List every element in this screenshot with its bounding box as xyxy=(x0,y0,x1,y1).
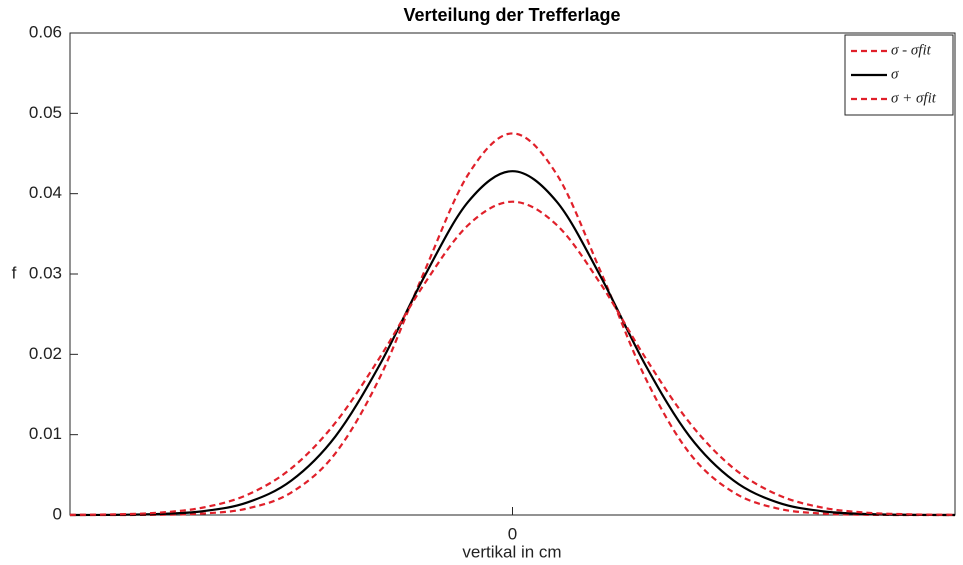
y-tick-label: 0.01 xyxy=(29,424,62,443)
y-tick-label: 0.06 xyxy=(29,22,62,41)
legend-label: σ + σfit xyxy=(891,90,937,106)
y-tick-label: 0 xyxy=(53,504,62,523)
series-line xyxy=(69,200,956,516)
y-tick-label: 0.04 xyxy=(29,183,62,202)
legend: σ - σfit σ σ + σfit xyxy=(844,34,954,116)
legend-label: σ xyxy=(891,66,899,82)
chart-title: Verteilung der Trefferlage xyxy=(403,5,620,25)
x-tick-label: 0 xyxy=(508,524,517,543)
series-line xyxy=(69,170,956,517)
legend-label: σ - σfit xyxy=(891,42,932,58)
y-axis-label: f xyxy=(12,263,17,282)
y-tick-label: 0.05 xyxy=(29,103,62,122)
series-line xyxy=(69,132,956,517)
y-tick-label: 0.03 xyxy=(29,263,62,282)
x-axis-label: vertikal in cm xyxy=(462,542,561,561)
y-tick-label: 0.02 xyxy=(29,344,62,363)
